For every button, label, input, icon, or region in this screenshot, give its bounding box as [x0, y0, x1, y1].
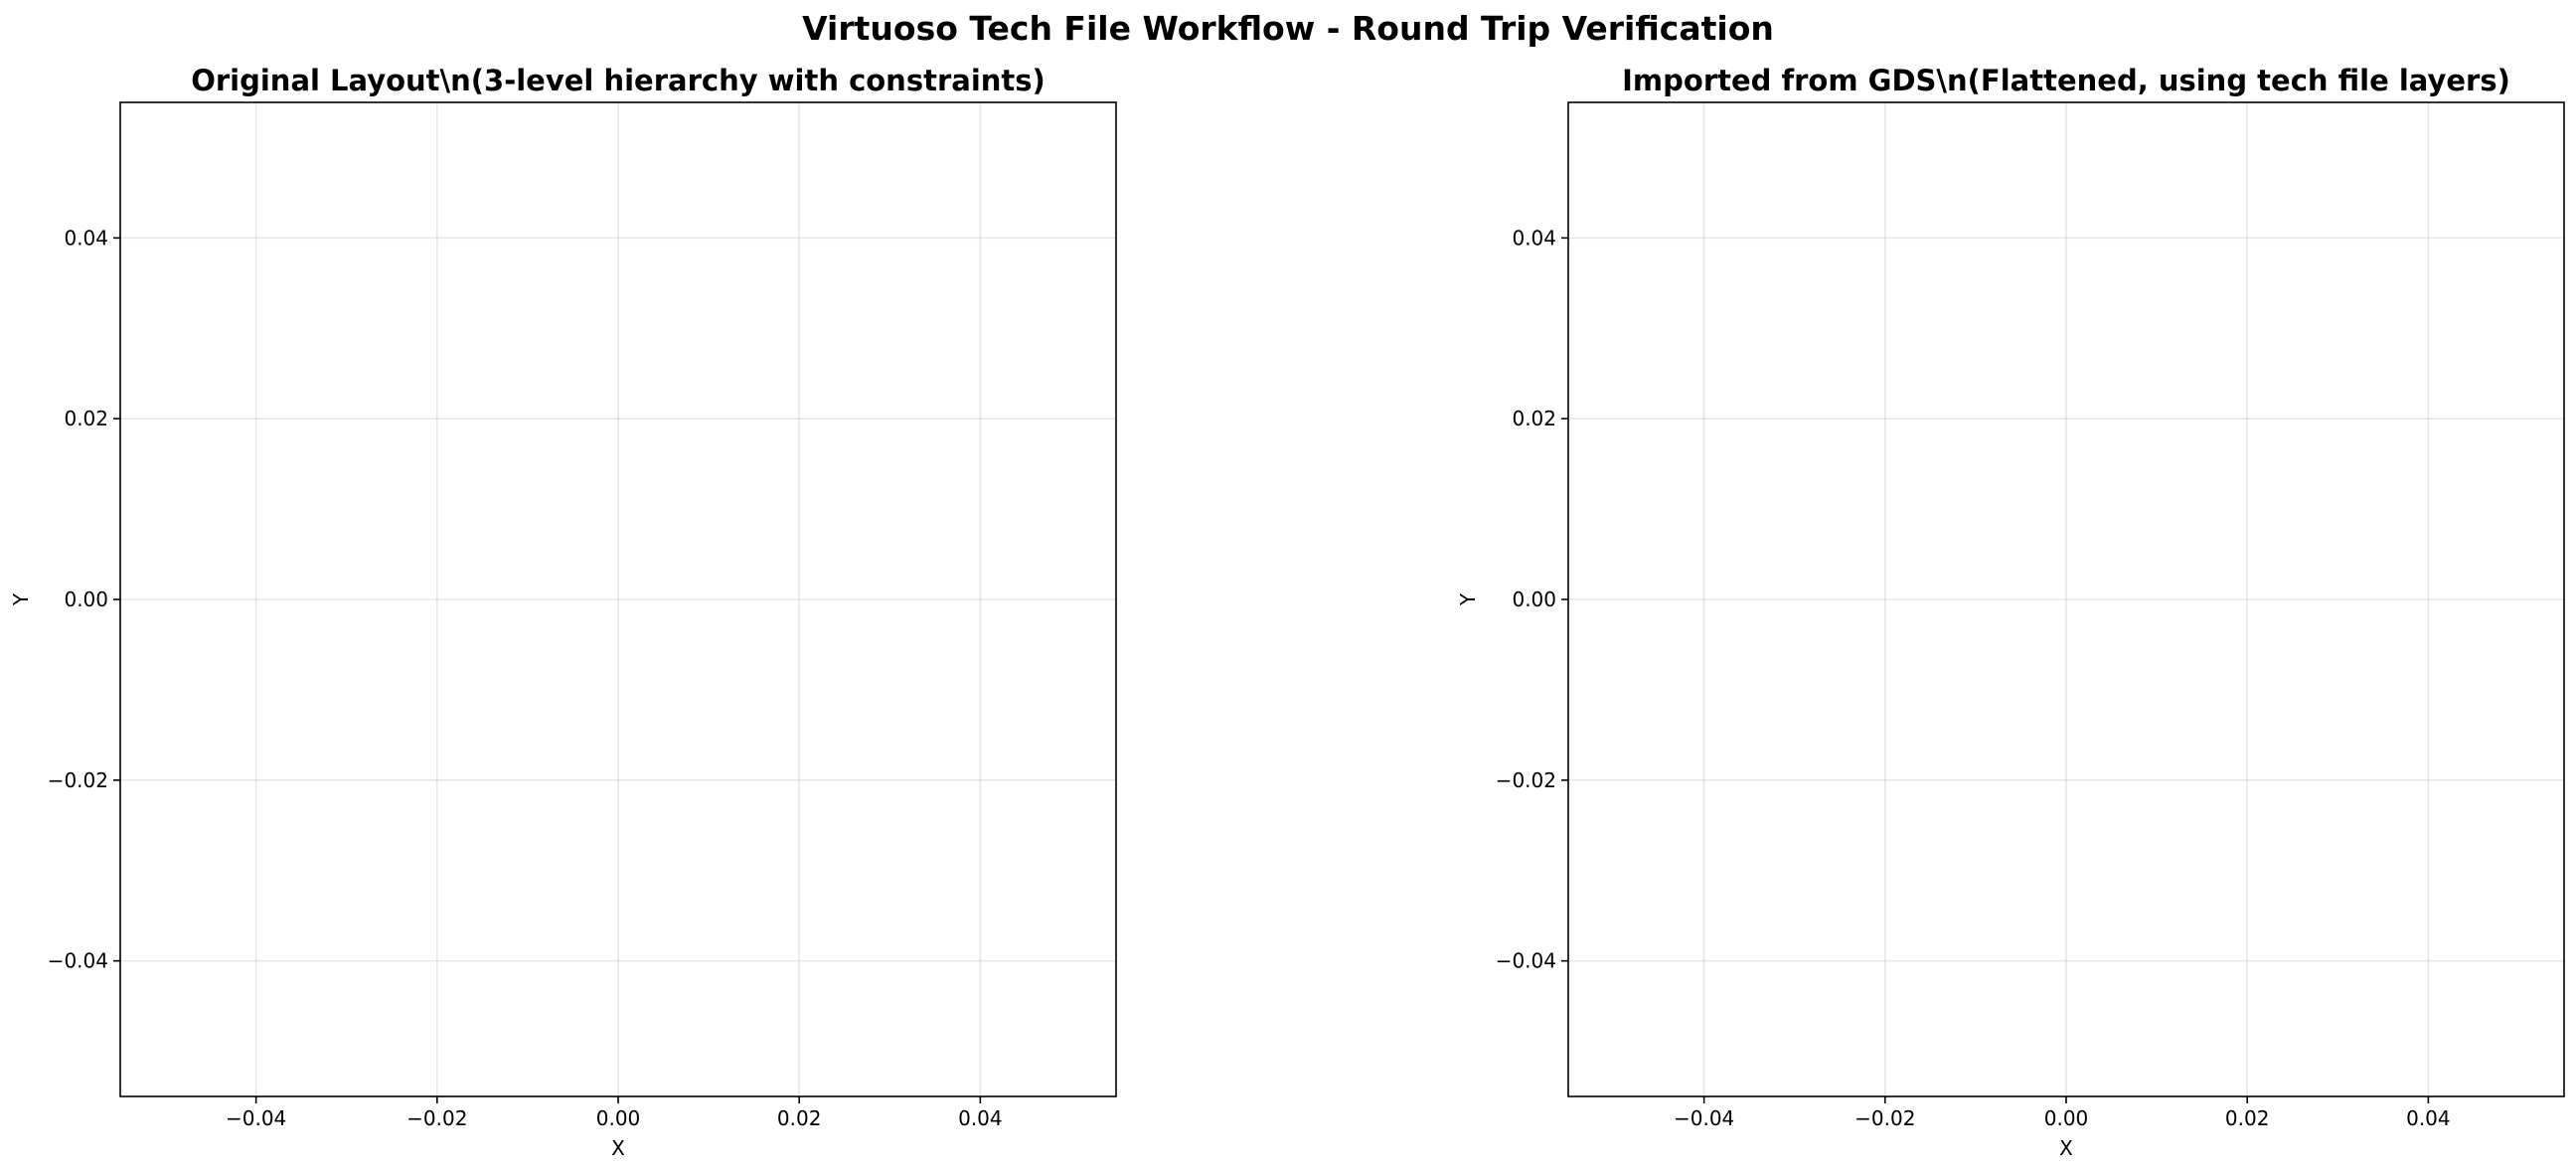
left-panel-y-axis-label: Y	[9, 592, 33, 606]
left-panel-x-tick-label: 0.00	[596, 1106, 641, 1130]
right-panel-x-tick-label: 0.04	[2406, 1106, 2451, 1130]
right-panel-x-tick-label: 0.02	[2225, 1106, 2270, 1130]
right-panel-ticks: −0.04 −0.02 0.00 0.02 0.04 −0.04 −0.02 0.00 0.02…	[1496, 226, 2451, 1130]
right-panel-x-tick-label: 0.00	[2044, 1106, 2089, 1130]
right-panel: Imported from GDS\n(Flattened, using tec…	[1456, 64, 2565, 1160]
left-panel-x-tick-label: 0.04	[958, 1106, 1003, 1130]
left-panel-grid	[120, 102, 1116, 1096]
right-panel-y-tick-label: 0.02	[1512, 407, 1556, 430]
left-panel-y-tick-label: 0.00	[64, 587, 108, 611]
left-panel-y-tick-label: −0.04	[48, 949, 108, 973]
right-panel-x-axis-label: X	[2059, 1136, 2073, 1160]
right-panel-y-tick-label: −0.02	[1496, 768, 1556, 792]
left-panel-y-tick-label: 0.04	[64, 226, 108, 250]
left-panel: Original Layout\n(3-level hierarchy with…	[9, 64, 1117, 1160]
right-panel-x-tick-label: −0.02	[1854, 1106, 1915, 1130]
left-panel-x-tick-label: 0.02	[777, 1106, 822, 1130]
left-panel-ticks: −0.04 −0.02 0.00 0.02 0.04 −0.04 −0.02 0.00 0.02…	[48, 226, 1003, 1130]
right-panel-y-tick-label: 0.00	[1512, 587, 1556, 611]
right-panel-y-tick-label: −0.04	[1496, 949, 1556, 973]
left-panel-title: Original Layout\n(3-level hierarchy with…	[191, 64, 1046, 97]
left-panel-y-tick-label: 0.02	[64, 407, 108, 430]
figure-title: Virtuoso Tech File Workflow - Round Trip…	[802, 9, 1774, 48]
left-panel-y-tick-label: −0.02	[48, 768, 108, 792]
right-panel-grid	[1568, 102, 2564, 1096]
right-panel-x-tick-label: −0.04	[1674, 1106, 1734, 1130]
left-panel-x-tick-label: −0.04	[226, 1106, 286, 1130]
right-panel-title: Imported from GDS\n(Flattened, using tec…	[1622, 64, 2510, 97]
left-panel-x-axis-label: X	[611, 1136, 625, 1160]
right-panel-y-tick-label: 0.04	[1512, 226, 1556, 250]
right-panel-y-axis-label: Y	[1456, 592, 1480, 606]
left-panel-x-tick-label: −0.02	[406, 1106, 467, 1130]
